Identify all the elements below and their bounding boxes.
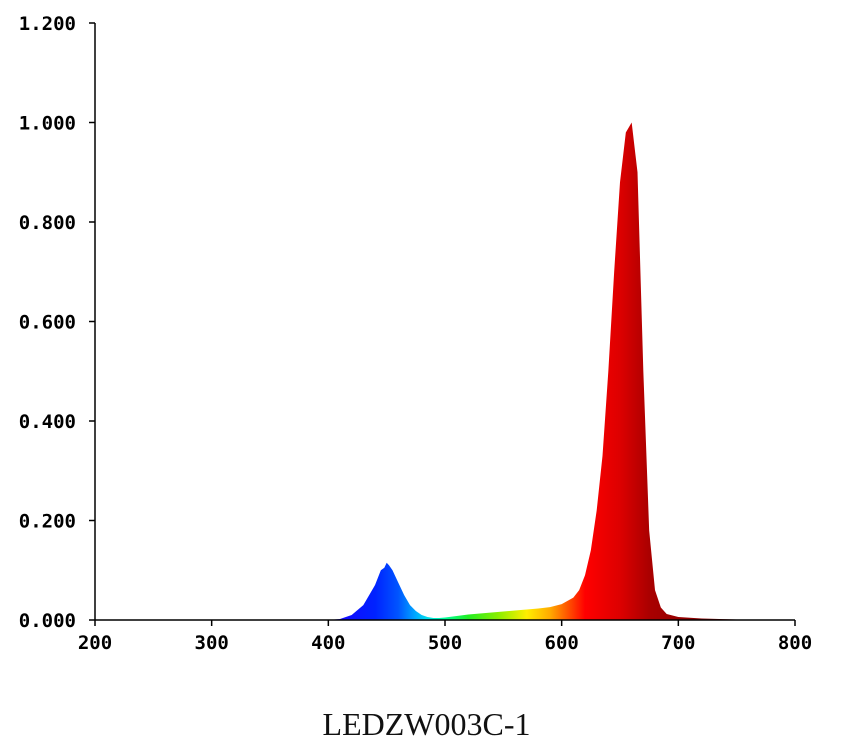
y-tick-label: 0.000 bbox=[19, 610, 76, 632]
chart-caption: LEDZW003C-1 bbox=[322, 706, 531, 742]
x-tick-label: 400 bbox=[311, 632, 345, 654]
x-tick-label: 500 bbox=[428, 632, 462, 654]
x-tick-label: 600 bbox=[545, 632, 579, 654]
y-tick-label: 0.800 bbox=[19, 212, 76, 234]
y-tick-label: 1.000 bbox=[19, 113, 76, 135]
x-tick-label: 700 bbox=[661, 632, 695, 654]
y-tick-label: 0.600 bbox=[19, 312, 76, 334]
y-tick-label: 0.400 bbox=[19, 411, 76, 433]
x-tick-label: 200 bbox=[78, 632, 112, 654]
y-tick-label: 0.200 bbox=[19, 511, 76, 533]
spectrum-series-area bbox=[95, 122, 795, 620]
y-tick-label: 1.200 bbox=[19, 13, 76, 35]
x-tick-label: 800 bbox=[778, 632, 812, 654]
x-tick-label: 300 bbox=[195, 632, 229, 654]
